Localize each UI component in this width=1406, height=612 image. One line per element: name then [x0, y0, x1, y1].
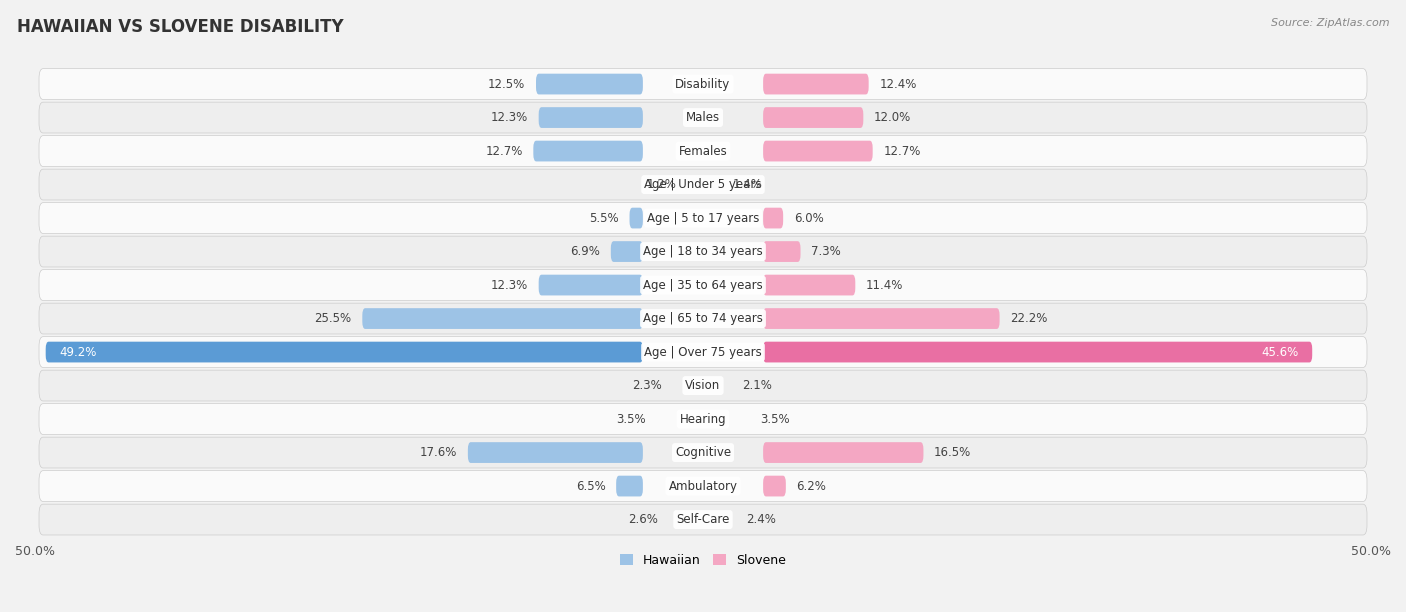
Text: 1.2%: 1.2% [647, 178, 676, 191]
FancyBboxPatch shape [630, 207, 643, 228]
Text: 17.6%: 17.6% [420, 446, 457, 459]
Text: Cognitive: Cognitive [675, 446, 731, 459]
Text: Age | 35 to 64 years: Age | 35 to 64 years [643, 278, 763, 291]
Text: 11.4%: 11.4% [866, 278, 904, 291]
Text: Age | 5 to 17 years: Age | 5 to 17 years [647, 212, 759, 225]
FancyBboxPatch shape [763, 442, 924, 463]
Text: Age | Over 75 years: Age | Over 75 years [644, 346, 762, 359]
FancyBboxPatch shape [45, 341, 643, 362]
FancyBboxPatch shape [39, 404, 1367, 435]
FancyBboxPatch shape [363, 308, 643, 329]
Text: 12.7%: 12.7% [485, 144, 523, 157]
Text: Males: Males [686, 111, 720, 124]
Text: 2.4%: 2.4% [745, 513, 776, 526]
FancyBboxPatch shape [39, 337, 1367, 367]
Text: 12.0%: 12.0% [875, 111, 911, 124]
Text: 6.5%: 6.5% [575, 480, 606, 493]
FancyBboxPatch shape [763, 275, 855, 296]
Legend: Hawaiian, Slovene: Hawaiian, Slovene [620, 554, 786, 567]
Text: 12.5%: 12.5% [488, 78, 526, 91]
Text: HAWAIIAN VS SLOVENE DISABILITY: HAWAIIAN VS SLOVENE DISABILITY [17, 18, 343, 36]
Text: 3.5%: 3.5% [761, 412, 790, 425]
Text: Age | Under 5 years: Age | Under 5 years [644, 178, 762, 191]
Text: 3.5%: 3.5% [616, 412, 645, 425]
FancyBboxPatch shape [763, 476, 786, 496]
FancyBboxPatch shape [533, 141, 643, 162]
FancyBboxPatch shape [39, 471, 1367, 501]
Text: 6.2%: 6.2% [797, 480, 827, 493]
Text: Ambulatory: Ambulatory [668, 480, 738, 493]
FancyBboxPatch shape [538, 107, 643, 128]
Text: 12.3%: 12.3% [491, 278, 529, 291]
FancyBboxPatch shape [39, 236, 1367, 267]
Text: Females: Females [679, 144, 727, 157]
Text: Disability: Disability [675, 78, 731, 91]
FancyBboxPatch shape [39, 303, 1367, 334]
Text: Source: ZipAtlas.com: Source: ZipAtlas.com [1271, 18, 1389, 28]
Text: 25.5%: 25.5% [315, 312, 352, 325]
FancyBboxPatch shape [39, 437, 1367, 468]
FancyBboxPatch shape [763, 241, 800, 262]
FancyBboxPatch shape [763, 207, 783, 228]
FancyBboxPatch shape [39, 102, 1367, 133]
FancyBboxPatch shape [39, 370, 1367, 401]
FancyBboxPatch shape [39, 169, 1367, 200]
FancyBboxPatch shape [39, 270, 1367, 300]
Text: 49.2%: 49.2% [59, 346, 97, 359]
Text: 6.0%: 6.0% [794, 212, 824, 225]
Text: 6.9%: 6.9% [571, 245, 600, 258]
Text: Age | 18 to 34 years: Age | 18 to 34 years [643, 245, 763, 258]
Text: 12.3%: 12.3% [491, 111, 529, 124]
Text: 2.1%: 2.1% [742, 379, 772, 392]
FancyBboxPatch shape [39, 203, 1367, 233]
Text: 5.5%: 5.5% [589, 212, 619, 225]
Text: 2.3%: 2.3% [631, 379, 662, 392]
Text: 12.7%: 12.7% [883, 144, 921, 157]
Text: 2.6%: 2.6% [627, 513, 658, 526]
FancyBboxPatch shape [468, 442, 643, 463]
Text: Vision: Vision [685, 379, 721, 392]
Text: Age | 65 to 74 years: Age | 65 to 74 years [643, 312, 763, 325]
Text: 22.2%: 22.2% [1011, 312, 1047, 325]
FancyBboxPatch shape [536, 73, 643, 94]
FancyBboxPatch shape [763, 73, 869, 94]
Text: 16.5%: 16.5% [934, 446, 972, 459]
Text: 7.3%: 7.3% [811, 245, 841, 258]
FancyBboxPatch shape [763, 141, 873, 162]
FancyBboxPatch shape [39, 136, 1367, 166]
FancyBboxPatch shape [538, 275, 643, 296]
Text: Self-Care: Self-Care [676, 513, 730, 526]
FancyBboxPatch shape [610, 241, 643, 262]
Text: 1.4%: 1.4% [733, 178, 762, 191]
Text: Hearing: Hearing [679, 412, 727, 425]
Text: 12.4%: 12.4% [879, 78, 917, 91]
FancyBboxPatch shape [39, 69, 1367, 100]
FancyBboxPatch shape [763, 107, 863, 128]
FancyBboxPatch shape [39, 504, 1367, 535]
FancyBboxPatch shape [616, 476, 643, 496]
FancyBboxPatch shape [763, 308, 1000, 329]
Text: 45.6%: 45.6% [1261, 346, 1299, 359]
FancyBboxPatch shape [763, 341, 1312, 362]
